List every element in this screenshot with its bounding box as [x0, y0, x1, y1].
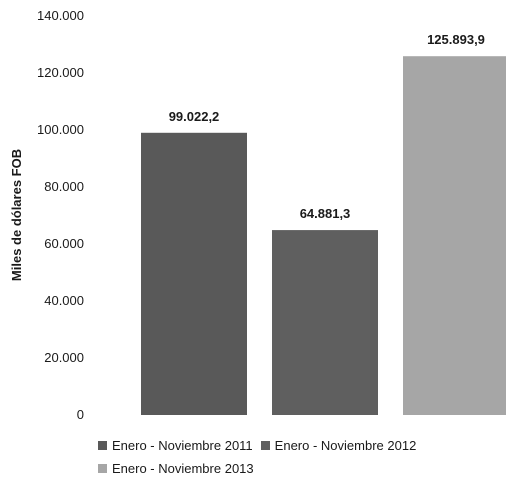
y-tick-label: 140.000 — [37, 8, 84, 23]
legend-label-2011: Enero - Noviembre 2011 — [112, 438, 253, 453]
y-tick-label: 60.000 — [44, 236, 84, 251]
legend-swatch-2012 — [260, 441, 270, 450]
legend: Enero - Noviembre 2011 Enero - Noviembre… — [98, 434, 498, 480]
y-tick-label: 120.000 — [37, 65, 84, 80]
data-label-1: 99.022,2 — [169, 109, 220, 124]
bar-3 — [403, 56, 506, 415]
data-labels: 99.022,2 64.881,3 125.893,9 — [169, 32, 485, 221]
legend-item-2013: Enero - Noviembre 2013 — [98, 459, 254, 479]
legend-item-2012: Enero - Noviembre 2012 — [260, 436, 417, 456]
bars — [141, 56, 506, 415]
legend-label-2013: Enero - Noviembre 2013 — [112, 461, 254, 476]
bar-chart: Miles de dólares FOB 0 20.000 40.000 60.000… — [9, 8, 506, 422]
y-tick-label: 0 — [77, 407, 84, 422]
bar-1 — [141, 132, 247, 415]
data-label-3: 125.893,9 — [427, 32, 485, 47]
y-tick-label: 100.000 — [37, 122, 84, 137]
legend-row-2: Enero - Noviembre 2013 — [98, 457, 498, 480]
y-tick-label: 20.000 — [44, 350, 84, 365]
data-label-2: 64.881,3 — [300, 206, 351, 221]
legend-item-2011: Enero - Noviembre 2011 — [98, 436, 253, 456]
legend-label-2012: Enero - Noviembre 2012 — [274, 438, 417, 453]
legend-row-1: Enero - Noviembre 2011 Enero - Noviembre… — [98, 434, 498, 457]
y-tick-label: 40.000 — [44, 293, 84, 308]
legend-swatch-2011 — [98, 441, 107, 450]
y-axis-ticks: 0 20.000 40.000 60.000 80.000 100.000 120.000 1… — [37, 8, 84, 422]
y-tick-label: 80.000 — [44, 179, 84, 194]
y-axis-label: Miles de dólares FOB — [9, 149, 24, 281]
legend-swatch-2013 — [98, 464, 107, 473]
bar-2 — [272, 230, 378, 415]
